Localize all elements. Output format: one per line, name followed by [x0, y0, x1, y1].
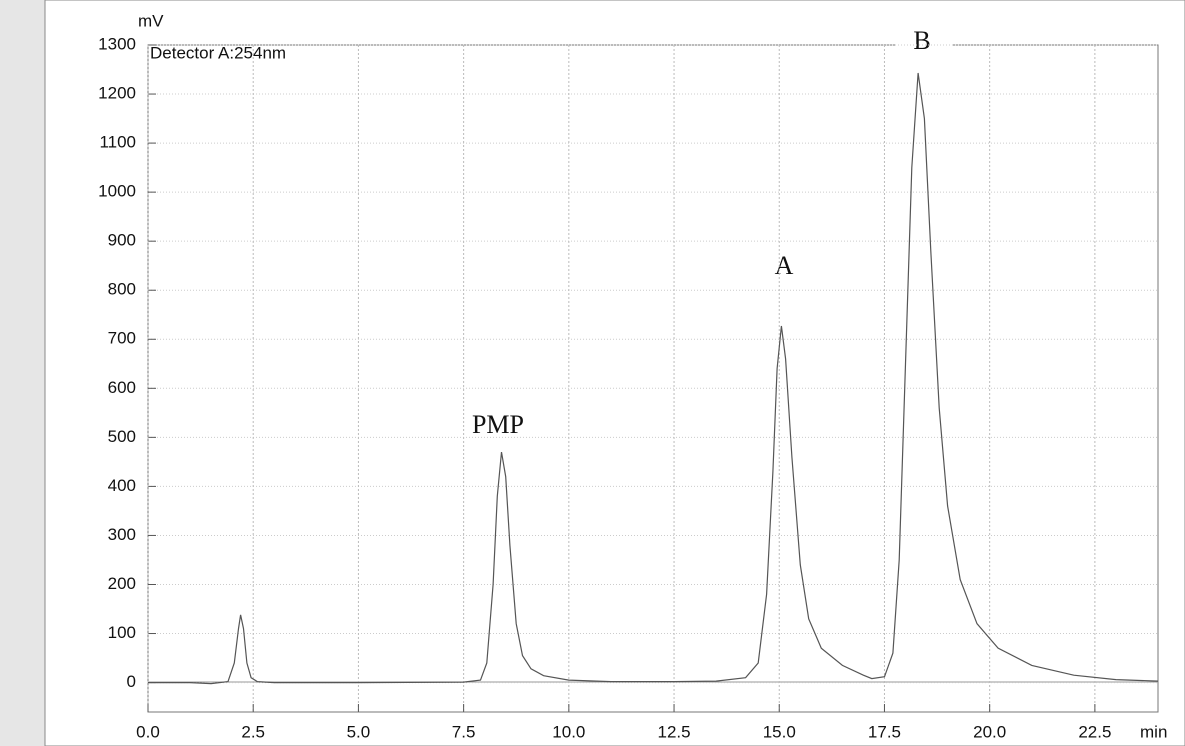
- peak-label: PMP: [472, 410, 524, 439]
- x-tick-label: 15.0: [763, 722, 796, 741]
- y-tick-label: 100: [108, 623, 136, 642]
- y-tick-label: 500: [108, 427, 136, 446]
- x-tick-label: 2.5: [241, 722, 265, 741]
- peak-label: B: [913, 26, 930, 55]
- x-tick-label: 17.5: [868, 722, 901, 741]
- y-tick-label: 600: [108, 378, 136, 397]
- y-tick-label: 800: [108, 280, 136, 299]
- label-bg: [896, 28, 952, 60]
- annotation: Detector A:254nm: [150, 43, 286, 62]
- label-bg: [460, 408, 538, 444]
- peak-label: A: [775, 251, 794, 280]
- x-tick-label: 5.0: [347, 722, 371, 741]
- x-tick-label: 20.0: [973, 722, 1006, 741]
- x-tick-label: 0.0: [136, 722, 160, 741]
- signal-line: [148, 72, 1159, 685]
- panel: [44, 0, 1185, 746]
- x-tick-label: 10.0: [552, 722, 585, 741]
- x-unit: min: [1140, 722, 1167, 741]
- y-tick-label: 900: [108, 231, 136, 250]
- y-tick-label: 1200: [98, 84, 136, 103]
- y-tick-label: 200: [108, 574, 136, 593]
- label-bg: [752, 250, 816, 288]
- x-tick-label: 22.5: [1078, 722, 1111, 741]
- x-tick-label: 7.5: [452, 722, 476, 741]
- y-tick-label: 700: [108, 329, 136, 348]
- y-tick-label: 1300: [98, 34, 136, 53]
- y-tick-label: 400: [108, 476, 136, 495]
- y-tick-label: 300: [108, 525, 136, 544]
- y-unit: mV: [138, 11, 164, 30]
- y-tick-label: 1100: [99, 133, 136, 152]
- x-tick-label: 12.5: [657, 722, 690, 741]
- y-tick-label: 0: [127, 672, 136, 691]
- y-tick-label: 1000: [98, 182, 136, 201]
